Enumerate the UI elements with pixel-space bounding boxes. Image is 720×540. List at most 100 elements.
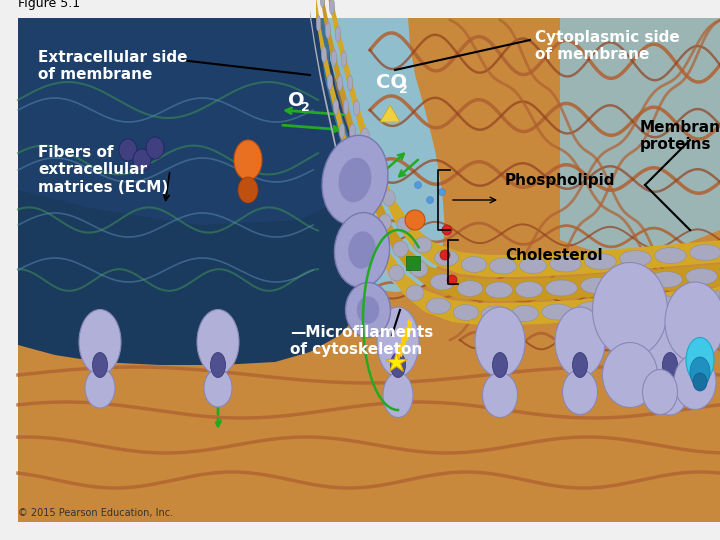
Ellipse shape <box>454 305 479 321</box>
Ellipse shape <box>331 50 337 66</box>
Ellipse shape <box>197 309 239 375</box>
Ellipse shape <box>325 23 330 38</box>
Ellipse shape <box>133 149 151 171</box>
Ellipse shape <box>337 75 343 91</box>
Ellipse shape <box>406 285 424 301</box>
Ellipse shape <box>346 148 351 164</box>
Ellipse shape <box>546 280 577 296</box>
Ellipse shape <box>585 253 616 269</box>
Ellipse shape <box>482 373 518 417</box>
Ellipse shape <box>685 268 717 285</box>
Ellipse shape <box>361 128 369 144</box>
Ellipse shape <box>366 183 377 199</box>
Text: Fibers of
extracellular
matrices (ECM): Fibers of extracellular matrices (ECM) <box>38 145 168 195</box>
Ellipse shape <box>620 251 652 267</box>
Ellipse shape <box>320 0 325 8</box>
Ellipse shape <box>348 231 376 269</box>
Ellipse shape <box>577 301 608 318</box>
Ellipse shape <box>383 190 395 206</box>
Circle shape <box>426 197 433 204</box>
Text: Extracellular side
of membrane: Extracellular side of membrane <box>38 50 187 83</box>
Ellipse shape <box>339 123 345 139</box>
Ellipse shape <box>616 274 647 291</box>
Polygon shape <box>320 18 378 285</box>
Ellipse shape <box>383 373 413 417</box>
Circle shape <box>405 210 425 230</box>
Circle shape <box>438 188 446 195</box>
Circle shape <box>440 250 450 260</box>
Circle shape <box>415 181 421 188</box>
Ellipse shape <box>603 342 657 408</box>
Ellipse shape <box>356 296 379 324</box>
Ellipse shape <box>662 353 678 377</box>
Ellipse shape <box>550 256 581 272</box>
Ellipse shape <box>665 282 720 362</box>
Text: Membrane
proteins: Membrane proteins <box>640 120 720 152</box>
Text: 2: 2 <box>301 101 310 114</box>
Ellipse shape <box>581 278 612 294</box>
Text: 2: 2 <box>399 83 408 96</box>
Text: Figure 5.1: Figure 5.1 <box>18 0 80 10</box>
Ellipse shape <box>410 261 428 277</box>
Ellipse shape <box>92 353 107 377</box>
Ellipse shape <box>520 258 546 273</box>
Polygon shape <box>380 105 400 122</box>
Ellipse shape <box>338 158 372 202</box>
Text: CO: CO <box>376 73 407 92</box>
Text: —Microfilaments
of cytoskeleton: —Microfilaments of cytoskeleton <box>290 325 433 357</box>
Ellipse shape <box>397 217 412 233</box>
Ellipse shape <box>612 299 643 314</box>
Ellipse shape <box>511 306 539 321</box>
Polygon shape <box>310 10 720 315</box>
Ellipse shape <box>647 295 678 312</box>
Ellipse shape <box>347 75 353 91</box>
Ellipse shape <box>652 369 688 415</box>
Ellipse shape <box>238 177 258 203</box>
Ellipse shape <box>492 353 508 377</box>
Ellipse shape <box>119 139 137 161</box>
Text: O: O <box>288 91 305 110</box>
Ellipse shape <box>316 16 320 31</box>
Polygon shape <box>324 0 720 277</box>
Ellipse shape <box>462 256 487 273</box>
Ellipse shape <box>434 250 459 266</box>
Ellipse shape <box>642 369 678 415</box>
Ellipse shape <box>475 307 525 377</box>
Ellipse shape <box>555 307 605 377</box>
Ellipse shape <box>593 262 667 357</box>
Ellipse shape <box>719 266 720 282</box>
Ellipse shape <box>377 307 419 377</box>
Ellipse shape <box>321 46 327 63</box>
Ellipse shape <box>389 265 404 281</box>
Ellipse shape <box>485 282 513 298</box>
Ellipse shape <box>715 290 720 306</box>
Polygon shape <box>328 18 445 292</box>
Ellipse shape <box>353 176 361 192</box>
Ellipse shape <box>690 357 710 387</box>
Polygon shape <box>320 0 720 301</box>
Polygon shape <box>560 18 720 255</box>
Ellipse shape <box>644 306 696 378</box>
Ellipse shape <box>414 237 432 253</box>
Ellipse shape <box>341 51 347 67</box>
Ellipse shape <box>393 241 408 257</box>
Ellipse shape <box>146 137 164 159</box>
Ellipse shape <box>431 274 454 290</box>
Ellipse shape <box>79 309 121 375</box>
Ellipse shape <box>690 245 720 260</box>
Ellipse shape <box>682 293 714 308</box>
Ellipse shape <box>343 99 348 115</box>
Ellipse shape <box>374 238 387 254</box>
Polygon shape <box>18 18 365 225</box>
Ellipse shape <box>334 213 390 287</box>
Ellipse shape <box>654 247 686 264</box>
Ellipse shape <box>85 368 115 408</box>
Circle shape <box>447 275 457 285</box>
Ellipse shape <box>379 214 391 230</box>
Ellipse shape <box>457 280 482 296</box>
Ellipse shape <box>204 369 232 407</box>
Ellipse shape <box>426 298 451 314</box>
Ellipse shape <box>354 100 360 116</box>
Ellipse shape <box>356 152 366 168</box>
Ellipse shape <box>363 207 374 223</box>
